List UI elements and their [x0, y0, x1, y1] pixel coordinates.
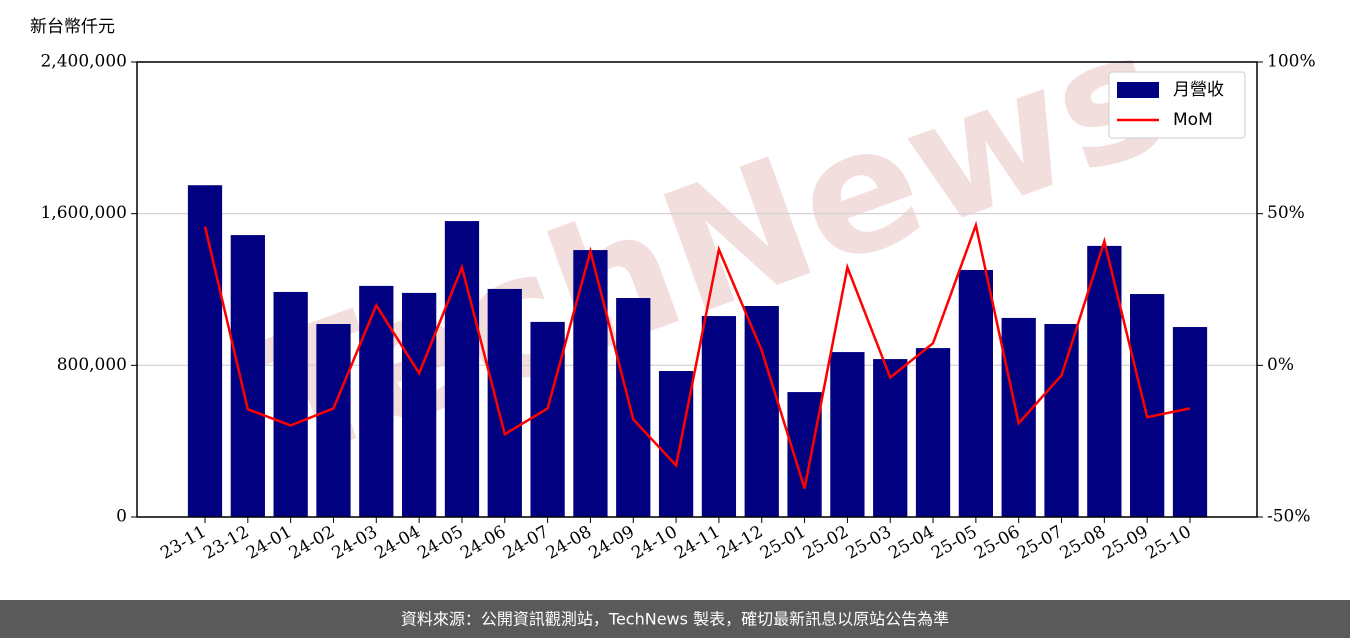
x-tick-label: 25-10 [1142, 522, 1194, 564]
bar [616, 298, 651, 517]
x-tick-label: 24-03 [329, 522, 381, 564]
x-tick-label: 25-07 [1014, 522, 1066, 564]
legend-label: MoM [1173, 110, 1213, 130]
y-tick-label: 0 [116, 507, 127, 527]
y-tick-label: 800,000 [57, 355, 127, 375]
bar [273, 291, 308, 517]
source-note: 資料來源：公開資訊觀測站，TechNews 製表，確切最新訊息以原站公告為準 [401, 610, 949, 629]
mom-line [203, 220, 1191, 489]
x-tick-label: 24-11 [671, 522, 723, 564]
y-unit-label: 新台幣仟元 [30, 17, 115, 37]
bar [402, 292, 437, 517]
x-tick-label: 25-08 [1057, 522, 1109, 564]
x-tick-label: 24-10 [628, 522, 680, 564]
bar [787, 392, 822, 517]
x-tick-label: 24-12 [714, 522, 766, 564]
x-tick-label: 25-06 [971, 522, 1023, 564]
y2-tick-label: 50% [1267, 203, 1305, 223]
x-tick-label: 25-03 [843, 522, 895, 564]
legend-swatch [1117, 82, 1159, 98]
x-tick-label: 24-02 [286, 522, 338, 564]
x-tick-label: 24-01 [243, 522, 295, 564]
bar [873, 359, 908, 517]
x-tick-label: 24-07 [500, 522, 552, 564]
bar [530, 321, 565, 517]
x-tick-label: 24-09 [586, 522, 638, 564]
bar [487, 288, 522, 517]
y2-tick-label: 100% [1267, 52, 1316, 72]
y-tick-label: 1,600,000 [40, 203, 127, 223]
bar [701, 316, 737, 517]
x-tick-label: 24-05 [414, 522, 466, 564]
bar [830, 352, 865, 517]
x-tick-label: 23-12 [200, 522, 252, 564]
bar [359, 285, 394, 517]
x-tick-label: 25-04 [885, 522, 937, 564]
x-tick-label: 24-06 [457, 522, 509, 564]
footer-bar [0, 600, 1350, 638]
x-tick-label: 24-04 [371, 522, 423, 564]
legend-label: 月營收 [1173, 80, 1224, 100]
bar [744, 305, 779, 517]
x-tick-label: 24-08 [543, 522, 595, 564]
x-tick-label: 25-09 [1099, 522, 1151, 564]
bar [573, 250, 608, 518]
bar [230, 235, 265, 517]
bar [915, 348, 951, 517]
x-tick-label: 25-02 [800, 522, 852, 564]
y2-tick-label: -50% [1267, 507, 1311, 527]
bar [658, 371, 694, 517]
bar [316, 324, 351, 517]
y-tick-label: 2,400,000 [40, 52, 127, 72]
bar [1044, 324, 1079, 517]
bar [1130, 294, 1165, 517]
x-tick-label: 25-01 [757, 522, 809, 564]
bar [1172, 327, 1208, 517]
plot-frame [136, 61, 1258, 518]
bar [187, 185, 223, 517]
bar [958, 269, 993, 517]
x-tick-label: 23-11 [157, 522, 209, 564]
x-tick-label: 25-05 [928, 522, 980, 564]
y2-tick-label: 0% [1267, 355, 1294, 375]
